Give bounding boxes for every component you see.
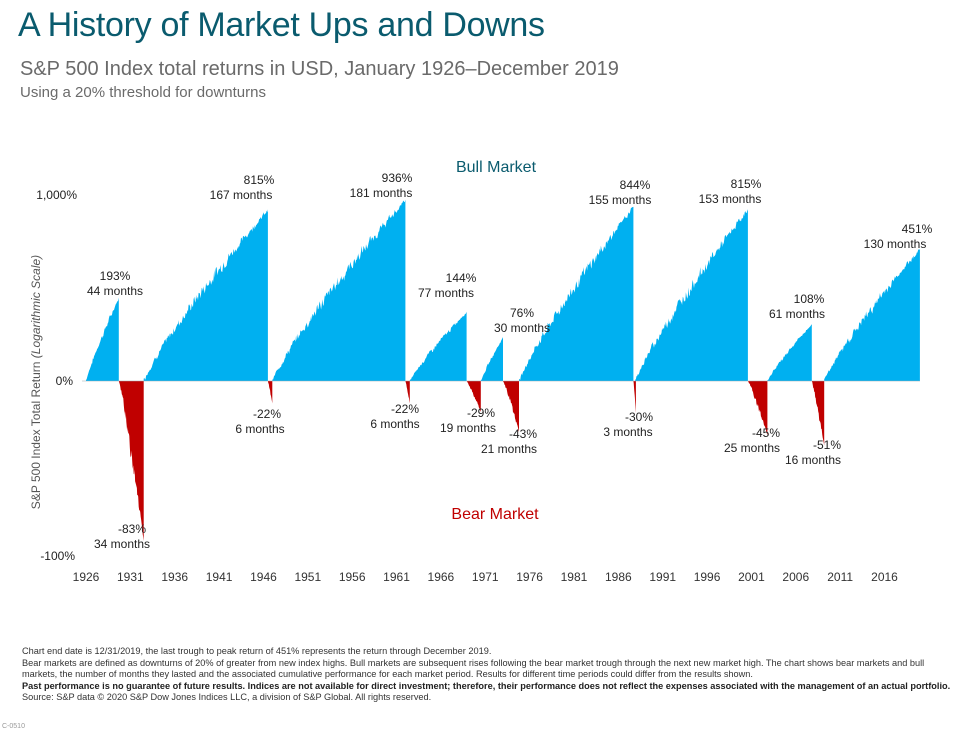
bull-duration-label: 61 months (769, 307, 825, 321)
bear-return-label: -30% (625, 410, 653, 424)
bear-duration-label: 34 months (94, 537, 150, 551)
x-tick-label: 2016 (871, 570, 898, 584)
bull-duration-label: 44 months (87, 284, 143, 298)
bull-market-area-4 (409, 311, 467, 381)
x-tick-label: 2001 (738, 570, 765, 584)
bull-return-label: 844% (620, 178, 651, 192)
x-tick-label: 1931 (117, 570, 144, 584)
bear-duration-label: 19 months (440, 421, 496, 435)
bear-duration-label: 6 months (370, 417, 419, 431)
bull-market-area-8 (767, 324, 812, 381)
bear-market-area-3 (405, 381, 410, 404)
x-tick-label: 1991 (649, 570, 676, 584)
x-tick-label: 2011 (827, 570, 853, 584)
bear-market-area-4 (466, 381, 481, 412)
footnote-disclaimer: Past performance is no guarantee of futu… (22, 680, 951, 691)
bull-duration-label: 153 months (699, 192, 762, 206)
y-tick-label: 0% (56, 374, 74, 388)
x-tick-label: 1986 (605, 570, 632, 584)
bear-duration-label: 16 months (785, 453, 841, 467)
bull-market-area-6 (519, 206, 634, 381)
x-tick-label: 1946 (250, 570, 277, 584)
bull-market-area-3 (272, 199, 406, 381)
footnote-end-date: Chart end date is 12/31/2019, the last t… (22, 646, 492, 656)
bear-return-label: -22% (391, 402, 419, 416)
bear-market-area-7 (747, 381, 768, 435)
x-tick-label: 1941 (206, 570, 233, 584)
bear-market-area-2 (267, 381, 273, 404)
bear-duration-label: 25 months (724, 441, 780, 455)
bear-market-area-5 (503, 381, 519, 432)
x-tick-label: 1951 (294, 570, 321, 584)
bear-duration-label: 21 months (481, 442, 537, 456)
y-tick-label: 1,000% (36, 188, 77, 202)
bull-duration-label: 77 months (418, 286, 474, 300)
x-tick-label: 1981 (561, 570, 588, 584)
bear-market-label: Bear Market (451, 506, 539, 523)
bull-market-area-7 (635, 209, 748, 381)
bull-market-area-5 (480, 337, 503, 381)
bull-market-label: Bull Market (456, 159, 537, 176)
bull-market-area-2 (143, 209, 268, 381)
bull-return-label: 936% (382, 171, 413, 185)
bear-return-label: -43% (509, 427, 537, 441)
bull-duration-label: 155 months (589, 193, 652, 207)
bear-return-label: -29% (467, 406, 495, 420)
x-tick-label: 1996 (694, 570, 721, 584)
y-axis-title: S&P 500 Index Total Return (Logarithmic … (29, 255, 43, 509)
bull-return-label: 108% (794, 292, 825, 306)
bull-return-label: 451% (902, 222, 933, 236)
bull-return-label: 144% (446, 271, 477, 285)
bull-duration-label: 130 months (864, 237, 927, 251)
bull-market-area-1 (86, 297, 119, 381)
bull-duration-label: 181 months (350, 186, 413, 200)
bear-return-label: -51% (813, 438, 841, 452)
bear-market-area-8 (811, 381, 825, 446)
bull-return-label: 193% (100, 269, 131, 283)
x-tick-label: 1966 (428, 570, 455, 584)
x-tick-label: 1961 (383, 570, 410, 584)
page-subtitle: S&P 500 Index total returns in USD, Janu… (20, 58, 619, 80)
x-tick-label: 1971 (472, 570, 499, 584)
threshold-note: Using a 20% threshold for downturns (20, 84, 266, 101)
bear-duration-label: 6 months (235, 422, 284, 436)
footnotes: Chart end date is 12/31/2019, the last t… (22, 646, 952, 704)
x-tick-label: 1926 (73, 570, 100, 584)
x-tick-label: 1936 (161, 570, 188, 584)
footnote-definitions: Bear markets are defined as downturns of… (22, 657, 925, 680)
page-title: A History of Market Ups and Downs (18, 6, 545, 44)
footnote-source: Source: S&P data © 2020 S&P Dow Jones In… (22, 692, 432, 703)
bear-return-label: -22% (253, 407, 281, 421)
bear-return-label: -45% (752, 426, 780, 440)
bear-duration-label: 3 months (603, 425, 652, 439)
bear-return-label: -83% (118, 522, 146, 536)
bull-duration-label: 30 months (494, 321, 550, 335)
bull-market-area-9 (824, 248, 920, 381)
bear-market-area-6 (633, 381, 636, 414)
x-tick-label: 2006 (782, 570, 809, 584)
bull-duration-label: 167 months (210, 188, 273, 202)
x-tick-label: 1976 (516, 570, 543, 584)
bull-return-label: 815% (244, 173, 275, 187)
bull-return-label: 815% (731, 177, 762, 191)
x-tick-label: 1956 (339, 570, 366, 584)
y-tick-label: -100% (40, 549, 75, 563)
corner-code: C-0510 (2, 723, 25, 730)
bull-return-label: 76% (510, 306, 534, 320)
bear-market-area-1 (118, 381, 144, 541)
area-series (86, 199, 920, 541)
